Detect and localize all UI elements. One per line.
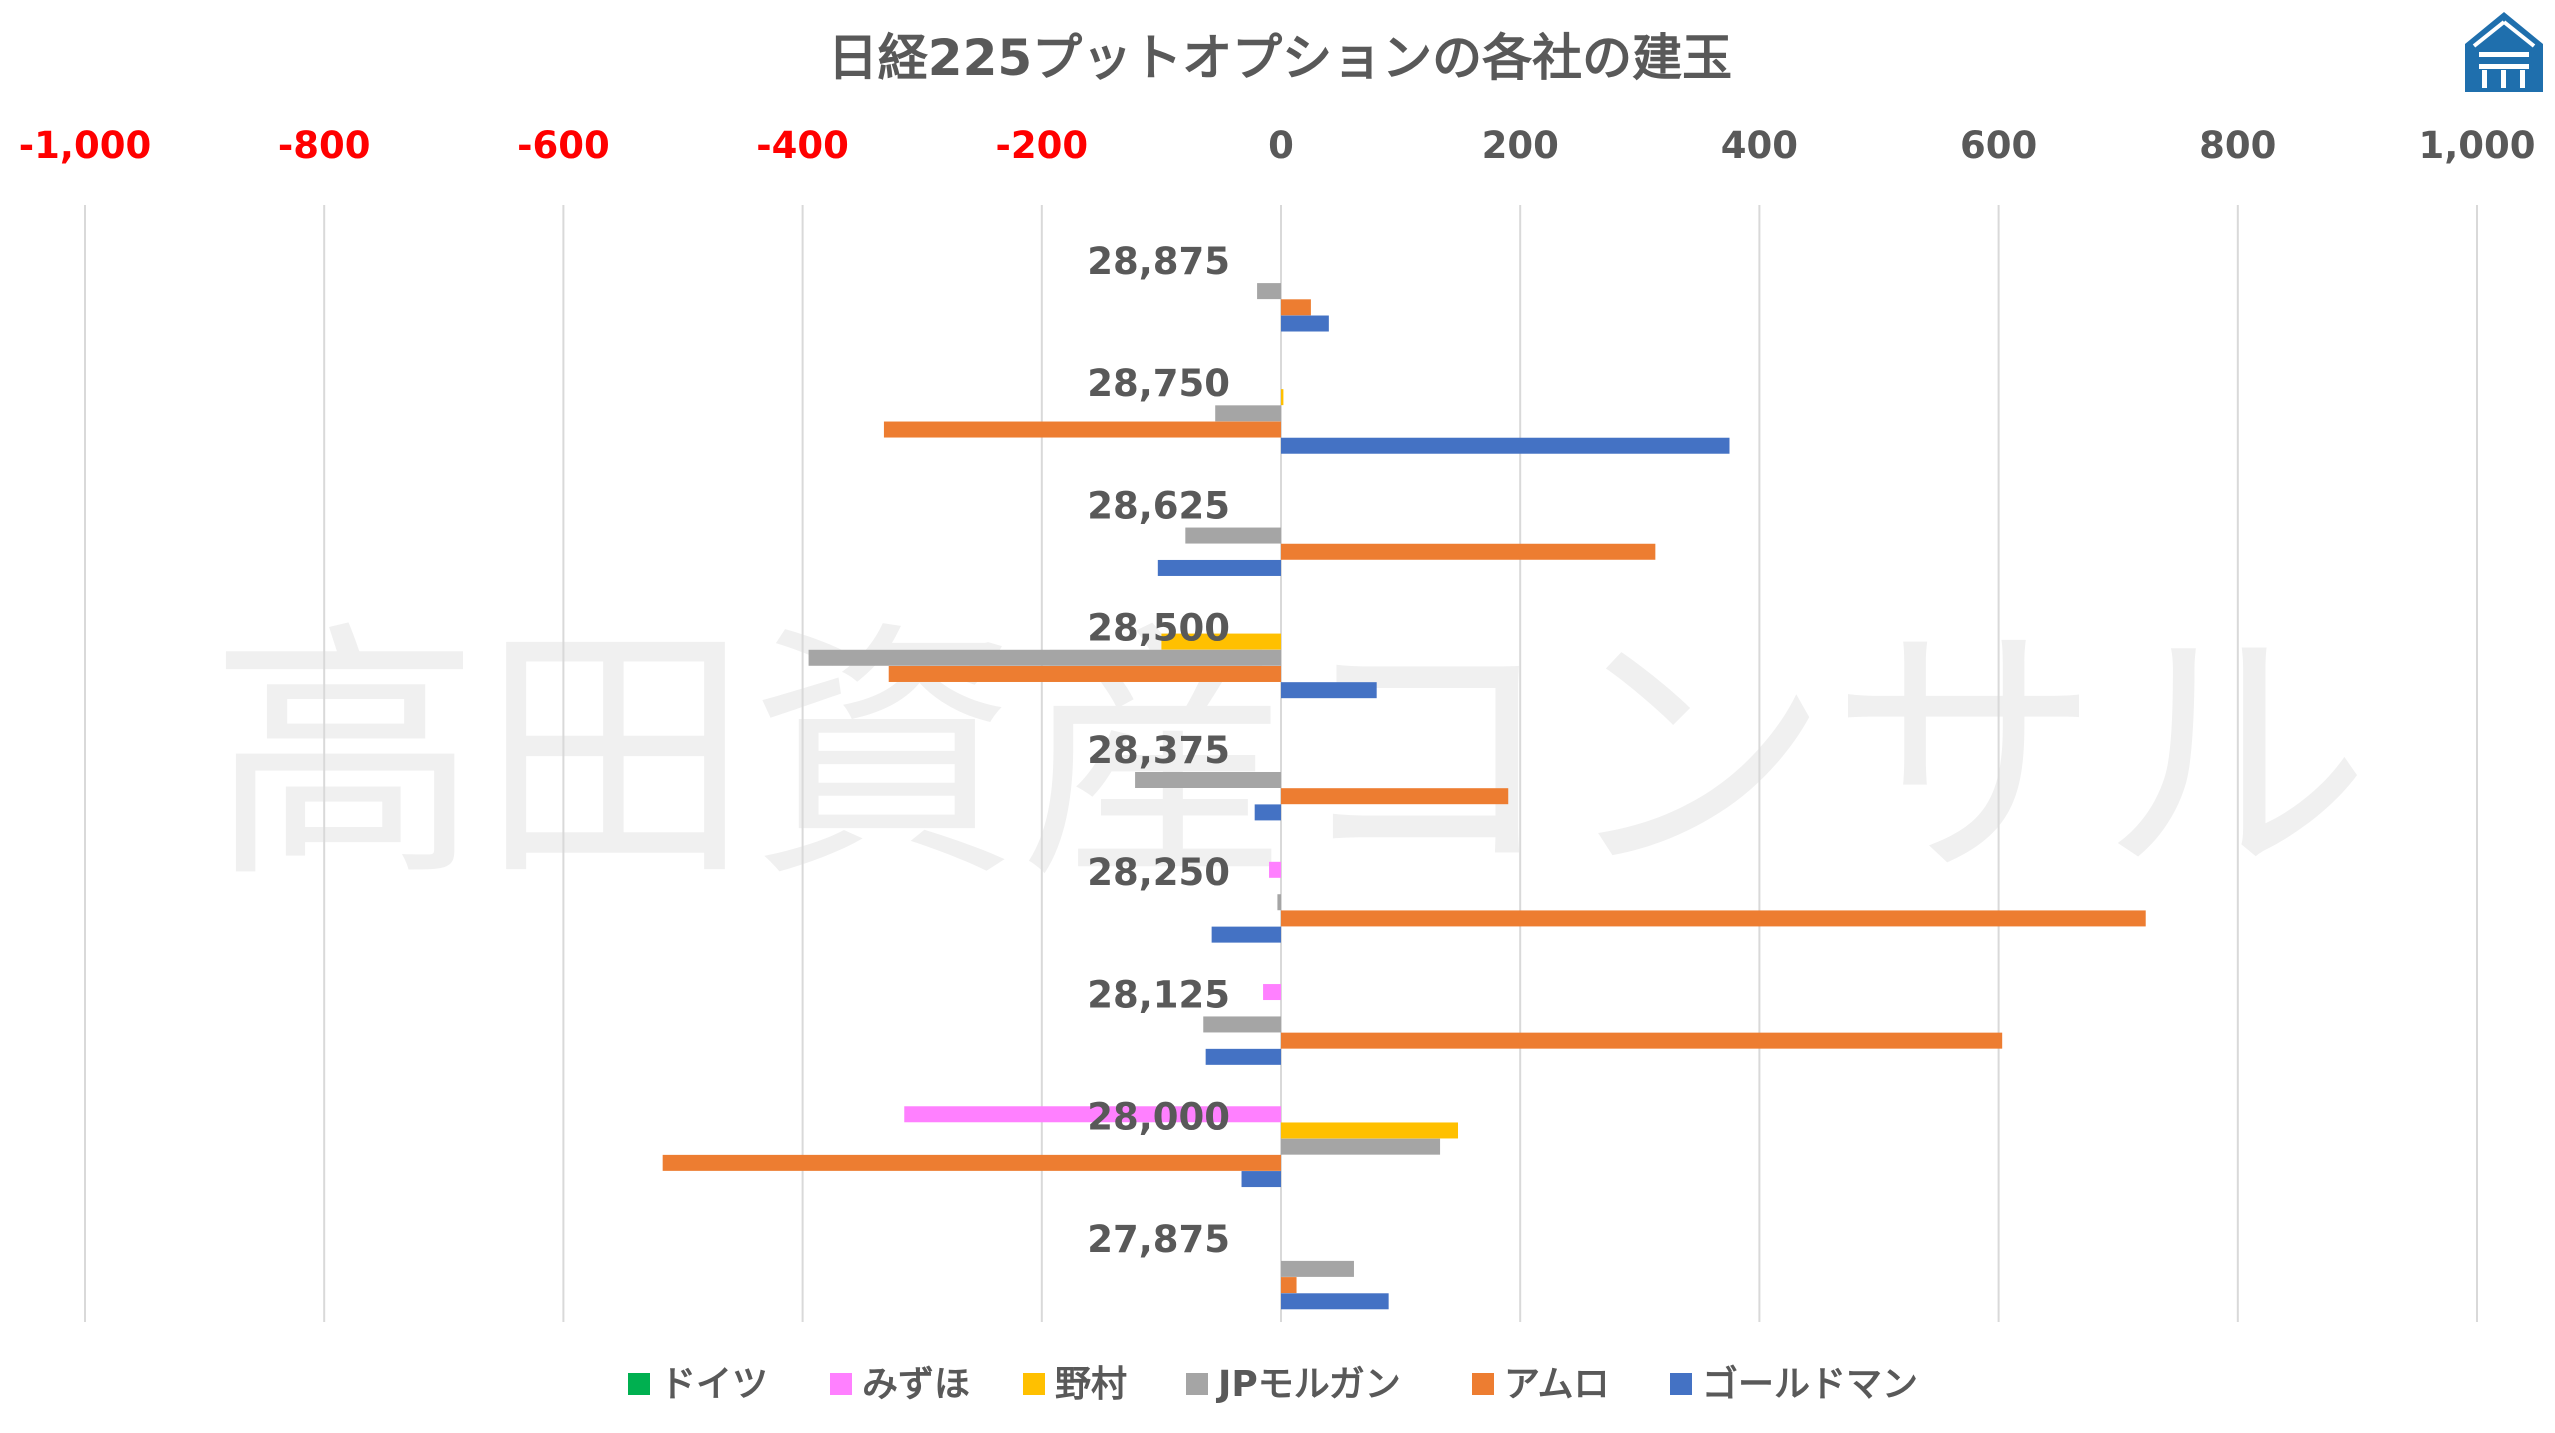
bar	[1254, 804, 1281, 821]
x-axis-ticks: -1,000 -800 -600 -400 -200 0 200 400 600 800 1,000	[19, 124, 2536, 167]
bar	[1281, 910, 2146, 927]
bar	[808, 649, 1281, 666]
x-tick-label: -400	[756, 124, 849, 167]
legend-swatch	[830, 1373, 852, 1395]
x-tick-label: -600	[517, 124, 610, 167]
bar	[1205, 1048, 1281, 1065]
legend-swatch	[1670, 1373, 1692, 1395]
bar	[662, 1154, 1281, 1171]
bar	[1281, 1122, 1459, 1139]
chart-title: 日経225プットオプションの各社の建玉	[828, 29, 1732, 87]
bar	[904, 1106, 1281, 1123]
bar	[1277, 894, 1281, 911]
bar	[1135, 772, 1281, 788]
bar	[1185, 527, 1281, 544]
legend-label: みずほ	[862, 1364, 970, 1405]
bar	[1281, 788, 1509, 805]
bar	[1281, 1032, 2003, 1049]
x-tick-label: 400	[1721, 124, 1798, 167]
legend-label: ゴールドマン	[1702, 1363, 1918, 1405]
x-tick-label: 200	[1482, 124, 1559, 167]
bar	[1281, 1138, 1441, 1155]
category-label: 28,125	[1087, 973, 1230, 1016]
category-label: 28,250	[1087, 851, 1230, 894]
x-tick-label: 1,000	[2418, 124, 2535, 167]
bar	[1281, 1293, 1389, 1310]
legend-label: アムロ	[1504, 1364, 1609, 1405]
bar	[1281, 682, 1377, 699]
category-labels: 28,875 28,750 28,625 28,500 28,375 28,250 28,1…	[1087, 240, 1230, 1261]
x-tick-label: 0	[1268, 124, 1294, 167]
bar	[1281, 389, 1284, 406]
category-label: 28,625	[1087, 484, 1230, 527]
category-label: 28,500	[1087, 607, 1230, 650]
bar	[1215, 405, 1281, 422]
bar	[1241, 1171, 1281, 1188]
bar	[1281, 1277, 1297, 1294]
bar	[1157, 559, 1281, 576]
bar	[1269, 861, 1281, 878]
legend-swatch	[1472, 1373, 1494, 1395]
bar	[1281, 1260, 1354, 1277]
legend-label: 野村	[1055, 1364, 1127, 1405]
x-tick-label: -200	[996, 124, 1089, 167]
legend-swatch	[1186, 1373, 1208, 1395]
x-tick-label: -1,000	[19, 124, 151, 167]
bar	[1281, 543, 1656, 560]
x-tick-label: 800	[2199, 124, 2276, 167]
legend-label: ドイツ	[660, 1364, 768, 1405]
legend-swatch	[628, 1373, 650, 1395]
category-label: 28,375	[1087, 729, 1230, 772]
legend: ドイツ みずほ 野村 JPモルガン アムロ ゴールドマン	[628, 1363, 1918, 1405]
bar	[883, 421, 1281, 438]
category-label: 28,750	[1087, 362, 1230, 405]
bar	[1161, 633, 1281, 650]
bar	[1281, 315, 1329, 332]
bar	[1281, 437, 1730, 454]
bar	[1281, 299, 1311, 316]
bar	[1203, 1016, 1281, 1033]
bar	[1263, 984, 1281, 1001]
bar	[888, 665, 1281, 682]
category-label: 28,875	[1087, 240, 1230, 283]
x-tick-label: 600	[1960, 124, 2037, 167]
legend-label: JPモルガン	[1215, 1364, 1401, 1405]
watermark: 高田資産コンサル	[210, 599, 2370, 914]
category-label: 27,875	[1087, 1218, 1230, 1261]
legend-swatch	[1023, 1373, 1045, 1395]
x-tick-label: -800	[278, 124, 371, 167]
category-label: 28,000	[1087, 1096, 1230, 1139]
house-logo-icon	[2465, 12, 2543, 92]
bars	[662, 283, 2146, 1310]
bar	[1211, 926, 1281, 943]
bar	[1257, 283, 1281, 300]
